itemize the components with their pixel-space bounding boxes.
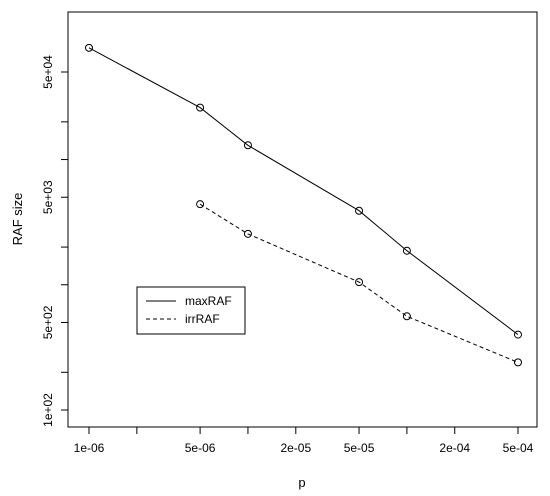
data-point-irrraf (402, 312, 411, 321)
series-layer (85, 43, 522, 367)
y-tick-label: 5e+03 (41, 180, 55, 214)
data-point-irrraf (243, 229, 252, 238)
data-point-maxraf (243, 141, 252, 150)
x-axis: 1e-06 5e-06 2e-05 5e-05 2e-04 5e-04 (74, 426, 534, 455)
x-tick-label: 5e-05 (344, 441, 375, 455)
legend-label-maxraf: maxRAF (185, 294, 232, 308)
y-axis: 1e+02 5e+02 5e+03 5e+04 (41, 55, 69, 427)
data-point-maxraf (514, 330, 522, 339)
y-tick-label: 1e+02 (41, 393, 55, 427)
data-point-maxraf (402, 246, 411, 255)
x-axis-label: p (298, 475, 305, 490)
legend-label-irrraf: irrRAF (185, 312, 220, 326)
x-tick-label: 2e-04 (439, 441, 470, 455)
series-line-maxraf (88, 47, 519, 335)
data-point-maxraf (85, 43, 93, 52)
data-point-irrraf (196, 200, 205, 209)
y-axis-label: RAF size (10, 193, 25, 246)
x-tick-label: 5e-04 (503, 441, 534, 455)
legend: maxRAF irrRAF (136, 286, 246, 335)
data-point-maxraf (355, 206, 364, 215)
y-tick-label: 5e+02 (41, 305, 55, 339)
data-point-maxraf (196, 103, 205, 112)
series-line-irrraf (199, 203, 519, 363)
legend-box (136, 286, 246, 335)
x-tick-label: 1e-06 (74, 441, 105, 455)
data-point-irrraf (355, 278, 364, 287)
data-point-irrraf (514, 358, 522, 367)
x-tick-label: 5e-06 (185, 441, 216, 455)
x-tick-label: 2e-05 (280, 441, 311, 455)
y-tick-label: 5e+04 (41, 55, 55, 89)
